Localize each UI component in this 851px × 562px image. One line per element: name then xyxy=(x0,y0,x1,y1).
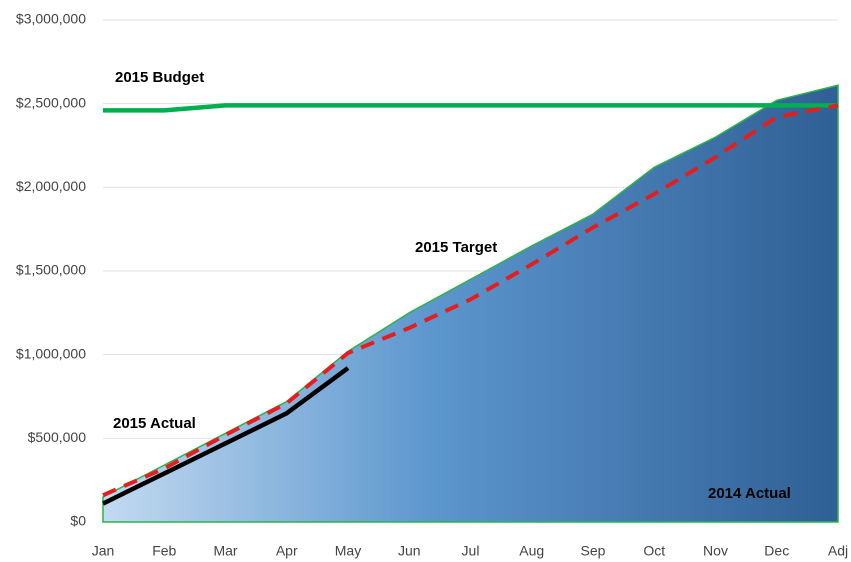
y-tick-label: $2,500,000 xyxy=(16,94,86,110)
x-tick-label: Feb xyxy=(152,543,176,559)
series-label: 2014 Actual xyxy=(708,485,791,502)
line xyxy=(103,103,838,113)
x-tick-label: Mar xyxy=(213,543,237,559)
series-label: 2015 Budget xyxy=(115,69,204,86)
y-tick-label: $2,000,000 xyxy=(16,178,86,194)
x-tick-label: Apr xyxy=(276,543,298,559)
x-tick-label: May xyxy=(335,543,361,559)
x-tick-label: Jul xyxy=(462,543,480,559)
x-tick-label: Sep xyxy=(581,543,606,559)
x-tick-label: Nov xyxy=(703,543,728,559)
line xyxy=(102,103,839,498)
x-tick-label: Jun xyxy=(398,543,421,559)
x-tick-label: Jan xyxy=(92,543,115,559)
x-tick-label: Aug xyxy=(519,543,544,559)
y-tick-label: $1,000,000 xyxy=(16,345,86,361)
y-tick-label: $500,000 xyxy=(28,429,87,445)
y-tick-label: $1,500,000 xyxy=(16,262,86,278)
x-tick-label: Adj xyxy=(828,543,848,559)
y-tick-label: $3,000,000 xyxy=(16,11,86,27)
series-label: 2015 Target xyxy=(415,239,497,256)
line xyxy=(102,366,350,506)
series-label: 2015 Actual xyxy=(113,415,196,432)
y-tick-label: $0 xyxy=(70,513,86,529)
x-tick-label: Oct xyxy=(643,543,665,559)
x-tick-label: Dec xyxy=(764,543,789,559)
